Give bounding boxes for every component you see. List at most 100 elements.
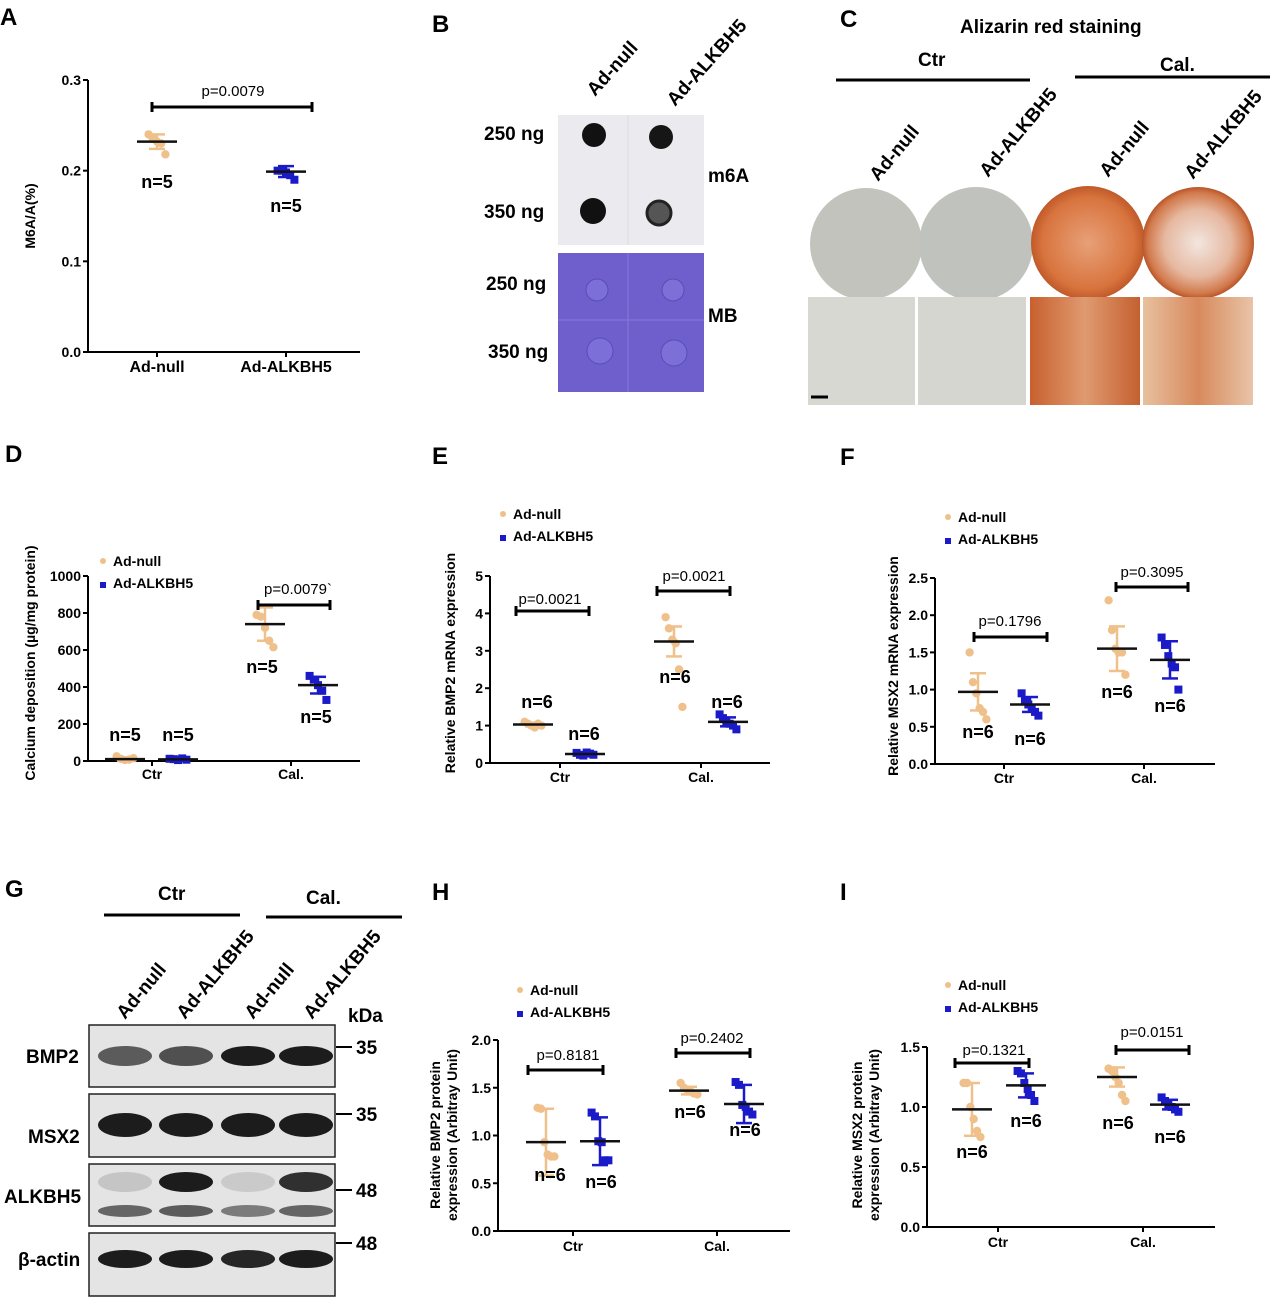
chart-h: 0.0 0.5 1.0 1.5 2.0 Ctr Cal. Relative BMP2 prot… xyxy=(427,982,790,1254)
chart-e: 0 1 2 3 4 5 Ctr Cal. Relative BMP2 mRNA expressi… xyxy=(442,506,770,785)
n-label: n=6 xyxy=(1101,682,1133,702)
y-tick-label: 0 xyxy=(73,753,81,769)
data-point xyxy=(978,707,988,717)
well-image xyxy=(1142,187,1254,299)
data-point xyxy=(309,675,318,684)
y-tick-label: 0.5 xyxy=(909,719,929,735)
n-label: n=6 xyxy=(585,1172,617,1192)
n-label: n=6 xyxy=(659,667,691,687)
x-tick-label: Cal. xyxy=(704,1238,730,1254)
data-point xyxy=(1114,1078,1123,1088)
data-point xyxy=(1174,1107,1183,1116)
protein-band xyxy=(279,1113,333,1137)
x-tick-label: Cal. xyxy=(278,766,304,782)
data-point xyxy=(693,1090,702,1099)
data-point xyxy=(732,725,741,734)
protein-band xyxy=(98,1172,152,1192)
legend-label: Ad-null xyxy=(958,977,1006,993)
x-tick-label: Cal. xyxy=(688,769,714,785)
y-tick-label: 1.0 xyxy=(472,1128,492,1144)
protein-band xyxy=(159,1113,213,1137)
p-value: p=0.0021 xyxy=(519,591,582,608)
panel-label-b: B xyxy=(432,11,449,38)
kda-label: kDa xyxy=(348,1006,383,1027)
x-tick-label: Ctr xyxy=(550,769,571,785)
panel-label-a: A xyxy=(0,4,17,31)
dot-blot: Ad-null Ad-ALKBH5 250 ng 350 ng 250 ng 3… xyxy=(484,15,752,392)
legend-label: Ad-null xyxy=(113,553,161,569)
data-point xyxy=(661,612,670,622)
protein-band xyxy=(221,1250,275,1268)
y-tick-label: 0.0 xyxy=(62,344,82,360)
legend-marker-ad-null xyxy=(100,558,106,564)
data-point xyxy=(1117,648,1127,657)
data-point xyxy=(976,1132,985,1142)
blot-dot xyxy=(660,339,688,367)
data-point xyxy=(968,677,978,687)
data-point xyxy=(590,1112,599,1121)
data-point xyxy=(305,671,314,680)
y-tick-label: 600 xyxy=(58,642,82,658)
data-point xyxy=(1160,640,1169,649)
n-label: n=5 xyxy=(141,172,173,192)
lane-label: Ad-null xyxy=(113,960,171,1024)
chart-i: 0.0 0.5 1.0 1.5 Ctr Cal. Relative MSX2 protein… xyxy=(849,977,1215,1250)
n-label: n=5 xyxy=(162,725,194,745)
group-label-ctr: Ctr xyxy=(918,50,946,71)
protein-band xyxy=(221,1172,275,1192)
n-label: n=6 xyxy=(711,692,743,712)
stain-col-label: Ad-null xyxy=(1096,118,1154,182)
lane-label: Ad-null xyxy=(241,960,299,1024)
data-point xyxy=(972,689,981,698)
data-point xyxy=(1174,685,1183,694)
p-value: p=0.3095 xyxy=(1121,564,1184,581)
mb-label: MB xyxy=(708,306,738,327)
well-image xyxy=(919,187,1033,301)
y-tick-label: 1.5 xyxy=(901,1039,921,1055)
legend-marker-ad-null xyxy=(945,982,951,988)
blot-dot xyxy=(580,198,606,224)
panel-label-c: C xyxy=(840,6,857,33)
p-value: p=0.1796 xyxy=(979,613,1042,630)
y-tick-label: 4 xyxy=(475,605,483,621)
y-tick-label: 2 xyxy=(475,680,483,696)
blot-row-label: MSX2 xyxy=(28,1127,80,1148)
legend-marker-ad-alkbh5 xyxy=(100,582,106,588)
data-point xyxy=(318,686,327,695)
y-tick-label: 800 xyxy=(58,605,82,621)
y-tick-label: 2.0 xyxy=(472,1032,492,1048)
data-point xyxy=(265,636,274,645)
data-point xyxy=(1023,1085,1032,1093)
x-tick-label: Cal. xyxy=(1130,1234,1156,1250)
y-tick-label: 0.0 xyxy=(901,1219,921,1235)
y-axis-label: Relative BMP2 protein xyxy=(427,1061,443,1209)
legend-label: Ad-ALKBH5 xyxy=(513,528,593,544)
y-tick-label: 0.5 xyxy=(901,1159,921,1175)
protein-band xyxy=(221,1046,275,1066)
y-tick-label: 3 xyxy=(475,643,483,659)
data-point xyxy=(1157,633,1166,642)
micrograph xyxy=(808,297,915,405)
data-point xyxy=(1027,1091,1036,1099)
legend-marker-ad-alkbh5 xyxy=(517,1011,523,1017)
data-point xyxy=(982,715,991,724)
protein-band xyxy=(159,1205,213,1217)
protein-band xyxy=(279,1205,333,1217)
protein-band xyxy=(98,1250,152,1268)
blot-dot xyxy=(649,125,673,149)
data-point xyxy=(286,171,295,180)
data-point xyxy=(969,1114,978,1124)
data-point xyxy=(1030,1097,1039,1105)
n-label: n=5 xyxy=(270,196,302,216)
blot-row-label: 350 ng xyxy=(488,342,548,363)
chart-f: 0.0 0.5 1.0 1.5 2.0 2.5 Ctr Cal. Relative MSX2 m… xyxy=(885,509,1215,786)
p-value: p=0.0079 xyxy=(202,83,265,100)
y-tick-label: 0.0 xyxy=(909,756,929,772)
data-point xyxy=(1016,1069,1025,1078)
protein-band xyxy=(98,1113,152,1137)
panel-label-e: E xyxy=(432,443,448,470)
legend-label: Ad-ALKBH5 xyxy=(113,575,193,591)
n-label: n=6 xyxy=(956,1142,988,1162)
x-tick-label: Ad-ALKBH5 xyxy=(240,359,332,376)
